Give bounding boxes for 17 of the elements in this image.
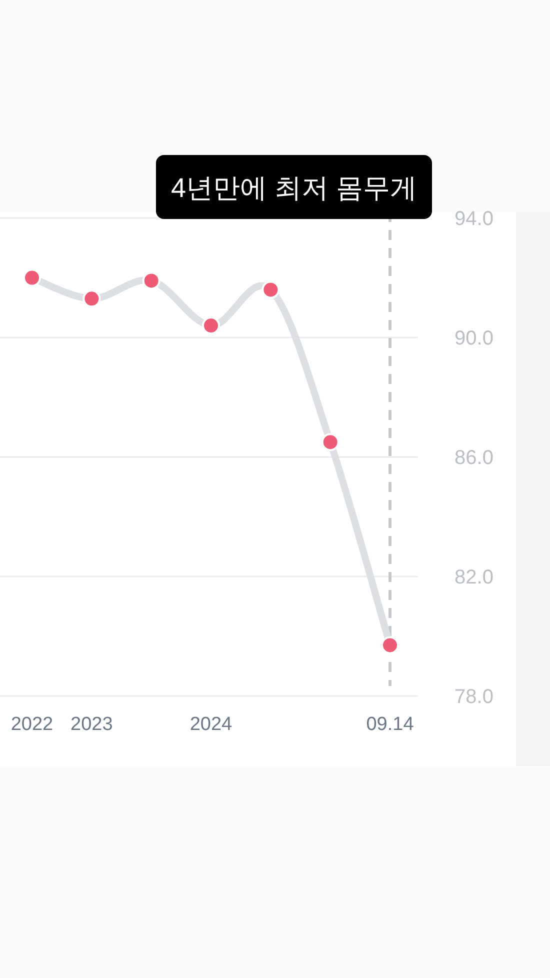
ref-line-label: 4년만에 최저 몸무게	[170, 173, 417, 203]
y-tick-label: 90.0	[454, 328, 494, 350]
y-tick-label: 86.0	[454, 447, 494, 469]
point	[262, 280, 280, 299]
y-tick-label: 78.0	[454, 686, 494, 708]
y-tick-label: 94.0	[454, 208, 494, 230]
point	[142, 272, 160, 290]
point	[381, 636, 399, 654]
x-tick-label: 2022	[10, 714, 54, 735]
x-tick-label: 2023	[70, 714, 113, 735]
point	[23, 268, 41, 287]
point	[82, 290, 101, 308]
y-tick-label: 82.0	[454, 566, 494, 588]
ref-line: 4년만에 최저 몸무게	[156, 155, 432, 686]
x-tick-label: 09.14	[366, 714, 414, 735]
x-tick-label: 2024	[190, 714, 233, 735]
point	[321, 433, 340, 452]
